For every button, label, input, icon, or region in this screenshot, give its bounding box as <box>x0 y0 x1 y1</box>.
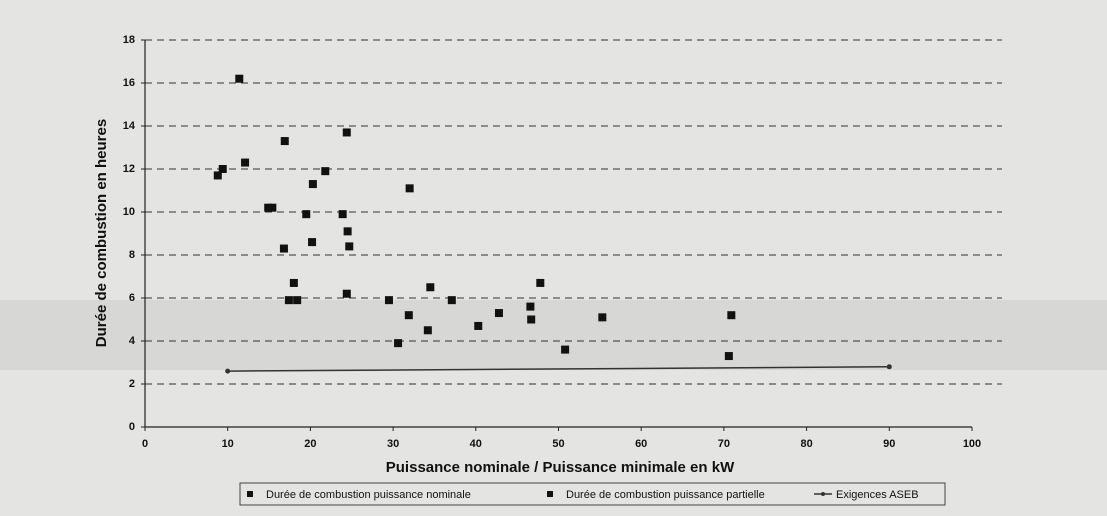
data-point <box>293 296 302 305</box>
data-point <box>526 302 535 311</box>
y-tick-label: 8 <box>129 249 135 261</box>
data-point <box>727 311 736 320</box>
data-point <box>724 352 733 361</box>
data-point <box>302 210 311 219</box>
data-point <box>342 128 351 137</box>
y-tick-label: 18 <box>123 34 135 46</box>
x-axis-label: Puissance nominale / Puissance minimale … <box>386 459 735 476</box>
legend-label: Exigences ASEB <box>836 489 919 501</box>
x-tick-label: 100 <box>963 438 981 450</box>
x-tick-label: 70 <box>718 438 730 450</box>
x-tick-label: 0 <box>142 438 148 450</box>
line-point <box>886 364 892 370</box>
legend-label: Durée de combustion puissance partielle <box>566 489 765 501</box>
data-point <box>264 203 273 212</box>
data-point <box>308 180 317 189</box>
legend-label: Durée de combustion puissance nominale <box>266 489 471 501</box>
scan-band <box>0 300 1107 370</box>
data-point <box>598 313 607 322</box>
y-tick-label: 6 <box>129 292 135 304</box>
data-point <box>561 345 570 354</box>
data-point <box>527 315 536 324</box>
y-tick-label: 16 <box>123 77 135 89</box>
data-point <box>343 227 352 236</box>
x-tick-label: 90 <box>883 438 895 450</box>
y-tick-label: 4 <box>129 335 136 347</box>
y-tick-label: 10 <box>123 206 135 218</box>
data-point <box>235 74 244 83</box>
legend-marker <box>247 491 253 497</box>
data-point <box>284 296 293 305</box>
data-point <box>241 158 250 167</box>
data-point <box>447 296 456 305</box>
data-point <box>308 238 317 247</box>
x-tick-label: 60 <box>635 438 647 450</box>
data-point <box>345 242 354 251</box>
data-point <box>423 326 432 335</box>
y-axis-label: Durée de combustion en heures <box>93 119 110 347</box>
data-line <box>227 366 890 372</box>
data-point <box>213 171 222 180</box>
legend-box <box>239 482 946 506</box>
x-tick-label: 10 <box>222 438 234 450</box>
legend-marker <box>547 491 553 497</box>
data-point <box>289 278 298 287</box>
y-tick-label: 2 <box>129 378 135 390</box>
data-point <box>404 311 413 320</box>
y-tick-label: 12 <box>123 163 135 175</box>
data-point <box>474 321 483 330</box>
data-point <box>268 203 277 212</box>
data-point <box>338 210 347 219</box>
y-tick-label: 14 <box>123 120 136 132</box>
x-tick-label: 20 <box>304 438 316 450</box>
x-tick-label: 40 <box>470 438 482 450</box>
data-point <box>280 137 289 146</box>
x-tick-label: 80 <box>800 438 812 450</box>
data-point <box>342 289 351 298</box>
data-point <box>405 184 414 193</box>
y-tick-label: 0 <box>129 421 135 433</box>
data-point <box>536 278 545 287</box>
data-point <box>279 244 288 253</box>
data-point <box>494 309 503 318</box>
x-tick-label: 50 <box>552 438 564 450</box>
data-point <box>321 167 330 176</box>
data-point <box>384 296 393 305</box>
line-point <box>225 368 231 374</box>
data-point <box>394 339 403 348</box>
data-point <box>218 165 227 173</box>
data-point <box>426 283 435 292</box>
x-tick-label: 30 <box>387 438 399 450</box>
legend-marker <box>821 492 825 496</box>
